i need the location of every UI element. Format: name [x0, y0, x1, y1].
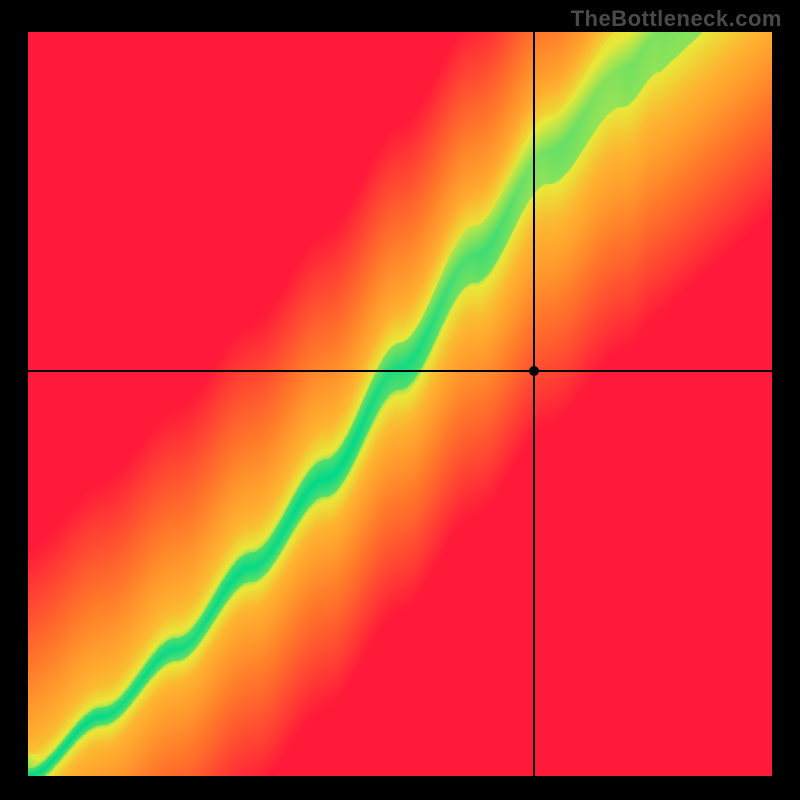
crosshair-marker[interactable] — [529, 366, 539, 376]
crosshair-vertical — [533, 32, 535, 776]
crosshair-horizontal — [28, 370, 772, 372]
heatmap-canvas — [28, 32, 772, 776]
watermark-text: TheBottleneck.com — [571, 6, 782, 32]
heatmap-plot — [28, 32, 772, 776]
